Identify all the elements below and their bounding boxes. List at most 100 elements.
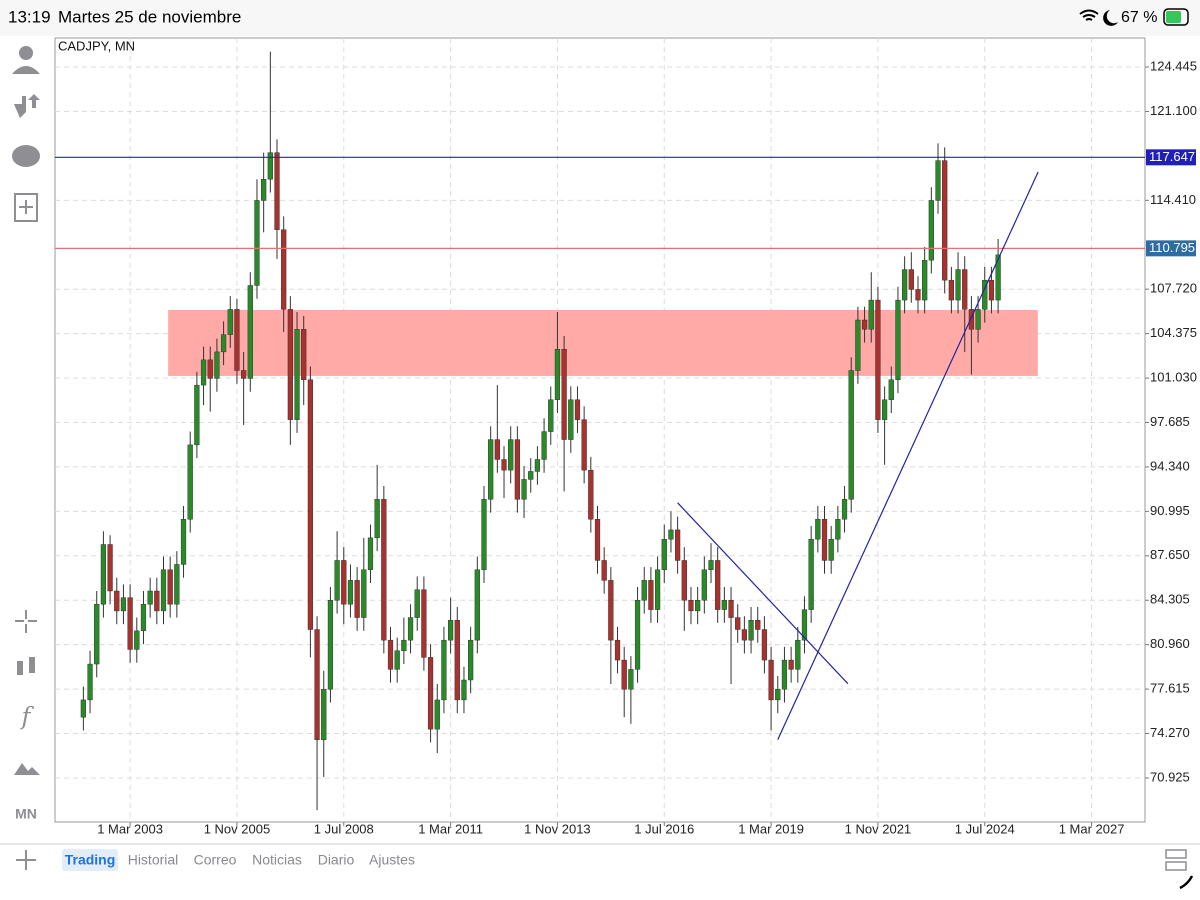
candle-body (314, 629, 320, 740)
layout-icon[interactable] (1165, 849, 1187, 859)
price-label: 110.795 (1149, 240, 1195, 255)
candle-body (628, 669, 634, 690)
candles-icon[interactable] (17, 661, 23, 675)
candle-body (654, 569, 661, 610)
candle-body (341, 560, 347, 605)
candle-body (160, 569, 167, 612)
candle-body (394, 650, 400, 670)
chat-icon[interactable] (12, 145, 40, 167)
candle-body (601, 560, 607, 581)
y-tick-label: 84.305 (1150, 592, 1190, 607)
x-tick-label: 1 Nov 2005 (204, 821, 271, 836)
tab[interactable]: Historial (128, 852, 179, 868)
candle-body (701, 569, 707, 601)
candle-body (955, 269, 961, 301)
new-order-plus (19, 200, 33, 214)
candle-body (735, 617, 741, 630)
tab[interactable]: Noticias (252, 852, 302, 868)
price-label-box (1146, 149, 1196, 166)
candle-body (948, 279, 954, 301)
account-icon[interactable] (19, 46, 33, 60)
candle-body (835, 519, 841, 540)
candle-body (287, 309, 293, 420)
timeframe-button[interactable]: MN (15, 806, 37, 822)
candle-body (568, 399, 574, 440)
candle-body (755, 620, 761, 630)
candle-body (768, 659, 774, 701)
candle-body (448, 620, 454, 641)
price-label: 117.647 (1149, 149, 1195, 164)
chart-frame (54, 37, 1146, 823)
candle-body (387, 639, 394, 670)
zones (168, 309, 1038, 376)
candle-body (501, 459, 507, 471)
candle-body (688, 600, 694, 612)
x-tick-label: 1 Nov 2013 (524, 821, 591, 836)
status-time: 13:19 (8, 7, 51, 26)
candle-body (968, 309, 975, 330)
candle-body (180, 519, 187, 565)
y-tick-label: 97.685 (1150, 414, 1190, 429)
x-tick-label: 1 Jul 2016 (634, 821, 694, 836)
candle-body (942, 160, 948, 281)
crosshair-icon[interactable] (15, 610, 37, 633)
candle-body (167, 569, 173, 605)
price-label-box (1146, 240, 1196, 257)
tab[interactable]: Trading (65, 852, 116, 868)
candle-body (194, 384, 200, 446)
candle-body (861, 319, 868, 330)
candle-body (828, 538, 834, 561)
candle-body (922, 260, 928, 301)
axes: 124.445 121.100 114.410 107.720 104.375 101.0… (97, 58, 1197, 836)
candle-body (928, 200, 934, 261)
candle-body (815, 519, 821, 540)
candle-body (548, 399, 554, 432)
candle-body (574, 399, 581, 420)
candle-body (321, 689, 327, 740)
x-tick-label: 1 Mar 2011 (418, 821, 483, 836)
candle-body (741, 629, 747, 641)
candle-body (294, 329, 300, 420)
trendline[interactable] (777, 171, 1039, 740)
add-button[interactable] (16, 850, 36, 870)
moon-icon (1103, 10, 1118, 26)
candle-body (154, 590, 160, 612)
candle-body (227, 309, 233, 335)
candle-body (681, 560, 687, 601)
candle-body (454, 620, 460, 701)
y-tick-label: 94.340 (1150, 458, 1190, 473)
candle-body (675, 529, 681, 561)
tab[interactable]: Diario (318, 852, 355, 868)
battery-icon (1163, 8, 1189, 26)
candle-body (80, 699, 86, 718)
candle-body (247, 285, 253, 379)
status-date: Martes 25 de noviembre (58, 7, 241, 26)
trade-icon[interactable] (14, 94, 40, 118)
candle-body (748, 620, 754, 641)
new-order-icon[interactable] (14, 193, 38, 222)
candle-body (895, 299, 901, 380)
x-tick-label: 1 Mar 2003 (97, 821, 163, 836)
candle-body (801, 609, 808, 641)
candle-body (881, 399, 888, 420)
trendline[interactable] (677, 502, 849, 685)
battery-level (1166, 11, 1181, 23)
tab[interactable]: Ajustes (369, 852, 415, 868)
candle-body (147, 590, 153, 605)
candle-body (200, 359, 207, 386)
tab[interactable]: Correo (194, 852, 237, 868)
objects-icon[interactable] (14, 763, 40, 775)
x-tick-label: 1 Mar 2019 (738, 821, 804, 836)
candle-body (668, 529, 674, 540)
y-tick-label: 107.720 (1150, 281, 1197, 296)
candle-body (441, 639, 447, 701)
candle-body (187, 444, 193, 520)
y-tick-label: 80.960 (1150, 636, 1190, 651)
y-tick-label: 90.995 (1150, 503, 1190, 518)
candle-body (254, 200, 260, 286)
y-tick-label: 87.650 (1150, 547, 1190, 562)
candle-body (220, 334, 227, 353)
candle-body (641, 580, 647, 601)
candle-body (975, 309, 981, 330)
